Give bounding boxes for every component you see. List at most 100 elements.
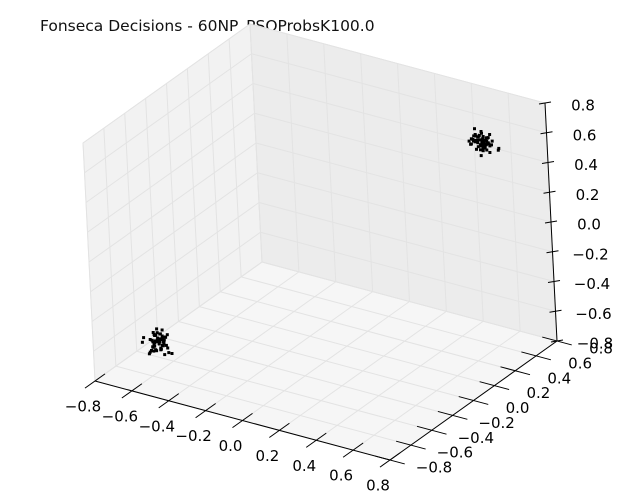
x-tick-mark — [342, 442, 364, 458]
scatter-point — [170, 352, 174, 355]
y-tick-mark — [437, 410, 468, 420]
scatter-point — [478, 138, 482, 142]
scatter-point — [162, 342, 166, 346]
scatter-point — [159, 346, 163, 350]
z-tick-label: 0.0 — [577, 216, 601, 234]
grid-line-z-back — [251, 53, 547, 134]
y-tick-label: −0.8 — [416, 459, 452, 477]
scatter-point — [151, 345, 155, 349]
scatter-point — [150, 338, 154, 342]
z-tick-mark — [541, 161, 555, 164]
scatter-point — [153, 341, 157, 345]
scatter-point — [477, 133, 481, 137]
grid-line-y-floor — [199, 306, 495, 387]
z-tick-mark — [543, 190, 556, 194]
y-tick-mark — [521, 351, 552, 361]
x-tick-label: 0.0 — [219, 437, 243, 455]
scatter-point — [142, 336, 146, 340]
z-tick-mark — [538, 101, 552, 105]
scatter-point — [476, 135, 480, 139]
grid-line-z-back — [258, 202, 555, 282]
x-tick-mark — [121, 383, 143, 399]
y-tick-mark — [458, 396, 489, 405]
z-tick-label: −0.6 — [575, 305, 611, 323]
tick-marks — [84, 101, 572, 468]
x-tick-label: −0.4 — [139, 417, 175, 435]
scatter-point — [481, 143, 485, 147]
x-tick-label: 0.2 — [255, 447, 279, 465]
scatter-point — [150, 349, 153, 352]
y-tick-mark — [395, 440, 426, 450]
grid-line-y-floor — [240, 276, 537, 357]
y-tick-label: 0.4 — [547, 369, 571, 387]
scatter-point — [147, 352, 151, 356]
scatter-point — [148, 338, 152, 341]
z-tick-mark — [540, 131, 553, 135]
scatter-point — [490, 143, 493, 147]
x-tick-mark — [158, 393, 180, 409]
grid-line-y-floor — [136, 350, 432, 431]
x-tick-label: −0.6 — [102, 407, 138, 425]
scatter-point — [160, 328, 164, 332]
z-tick-label: 0.8 — [571, 97, 595, 115]
z-tick-mark — [546, 250, 559, 254]
scatter-point — [474, 134, 477, 138]
x-tick-label: −0.2 — [175, 427, 211, 445]
scatter-point — [488, 133, 492, 136]
scatter-point — [153, 339, 157, 343]
grid-line-z-back — [249, 23, 546, 104]
grid-line-z-left — [94, 261, 263, 382]
x-tick-mark — [269, 422, 290, 438]
grid-line-y-floor — [157, 335, 453, 416]
scatter-point — [475, 139, 479, 142]
z-tick-mark — [547, 280, 561, 283]
scatter-point — [481, 136, 485, 140]
grid-line-z-left — [88, 142, 257, 263]
scatter-point — [479, 130, 483, 133]
scatter-point — [152, 332, 156, 336]
scatter-point — [480, 139, 484, 142]
scatter-point — [167, 351, 171, 355]
scatter-point — [155, 331, 159, 335]
y-tick-mark — [375, 455, 405, 465]
grid-line-y-floor — [178, 321, 474, 401]
scatter-point — [154, 333, 158, 337]
y-tick-label: −0.2 — [478, 414, 514, 432]
grid-line-y-floor — [220, 291, 516, 372]
x-tick-label: 0.8 — [366, 477, 390, 495]
scatter-point — [490, 139, 494, 143]
z-tick-label: 0.4 — [574, 156, 598, 174]
y-tick-mark — [479, 381, 510, 391]
scatter-point — [164, 343, 168, 347]
grid-line-z-left — [93, 231, 261, 352]
scatter-point — [475, 147, 478, 151]
scatter-point — [156, 336, 160, 340]
y-tick-label: −0.4 — [458, 429, 494, 447]
z-tick-mark — [549, 309, 562, 313]
scatter-point — [156, 340, 160, 344]
scatter-point — [481, 148, 485, 152]
scatter-point — [485, 148, 489, 152]
y-tick-label: 0.2 — [526, 384, 550, 402]
scatter-point — [152, 349, 156, 353]
y-tick-mark — [416, 425, 447, 435]
z-tick-label: 0.6 — [573, 126, 597, 144]
scatter-point — [159, 348, 163, 352]
scatter-point — [165, 333, 169, 337]
scatter-point — [161, 335, 165, 339]
x-tick-mark — [195, 403, 216, 419]
y-tick-label: −0.6 — [437, 444, 473, 462]
grid-lines — [82, 23, 558, 461]
z-tick-label: 0.2 — [576, 186, 600, 204]
scatter-point — [488, 151, 492, 154]
grid-line-z-back — [254, 112, 550, 193]
grid-line-z-back — [260, 231, 556, 312]
tick-labels: −0.8−0.6−0.4−0.20.00.20.40.60.8−0.8−0.6−… — [65, 97, 613, 495]
scatter-point — [485, 136, 488, 140]
y-tick-label: 0.8 — [589, 340, 613, 358]
scatter-point — [483, 145, 487, 149]
scatter-point — [163, 353, 167, 357]
scatter-point — [161, 343, 165, 347]
x-tick-label: 0.4 — [292, 457, 316, 475]
